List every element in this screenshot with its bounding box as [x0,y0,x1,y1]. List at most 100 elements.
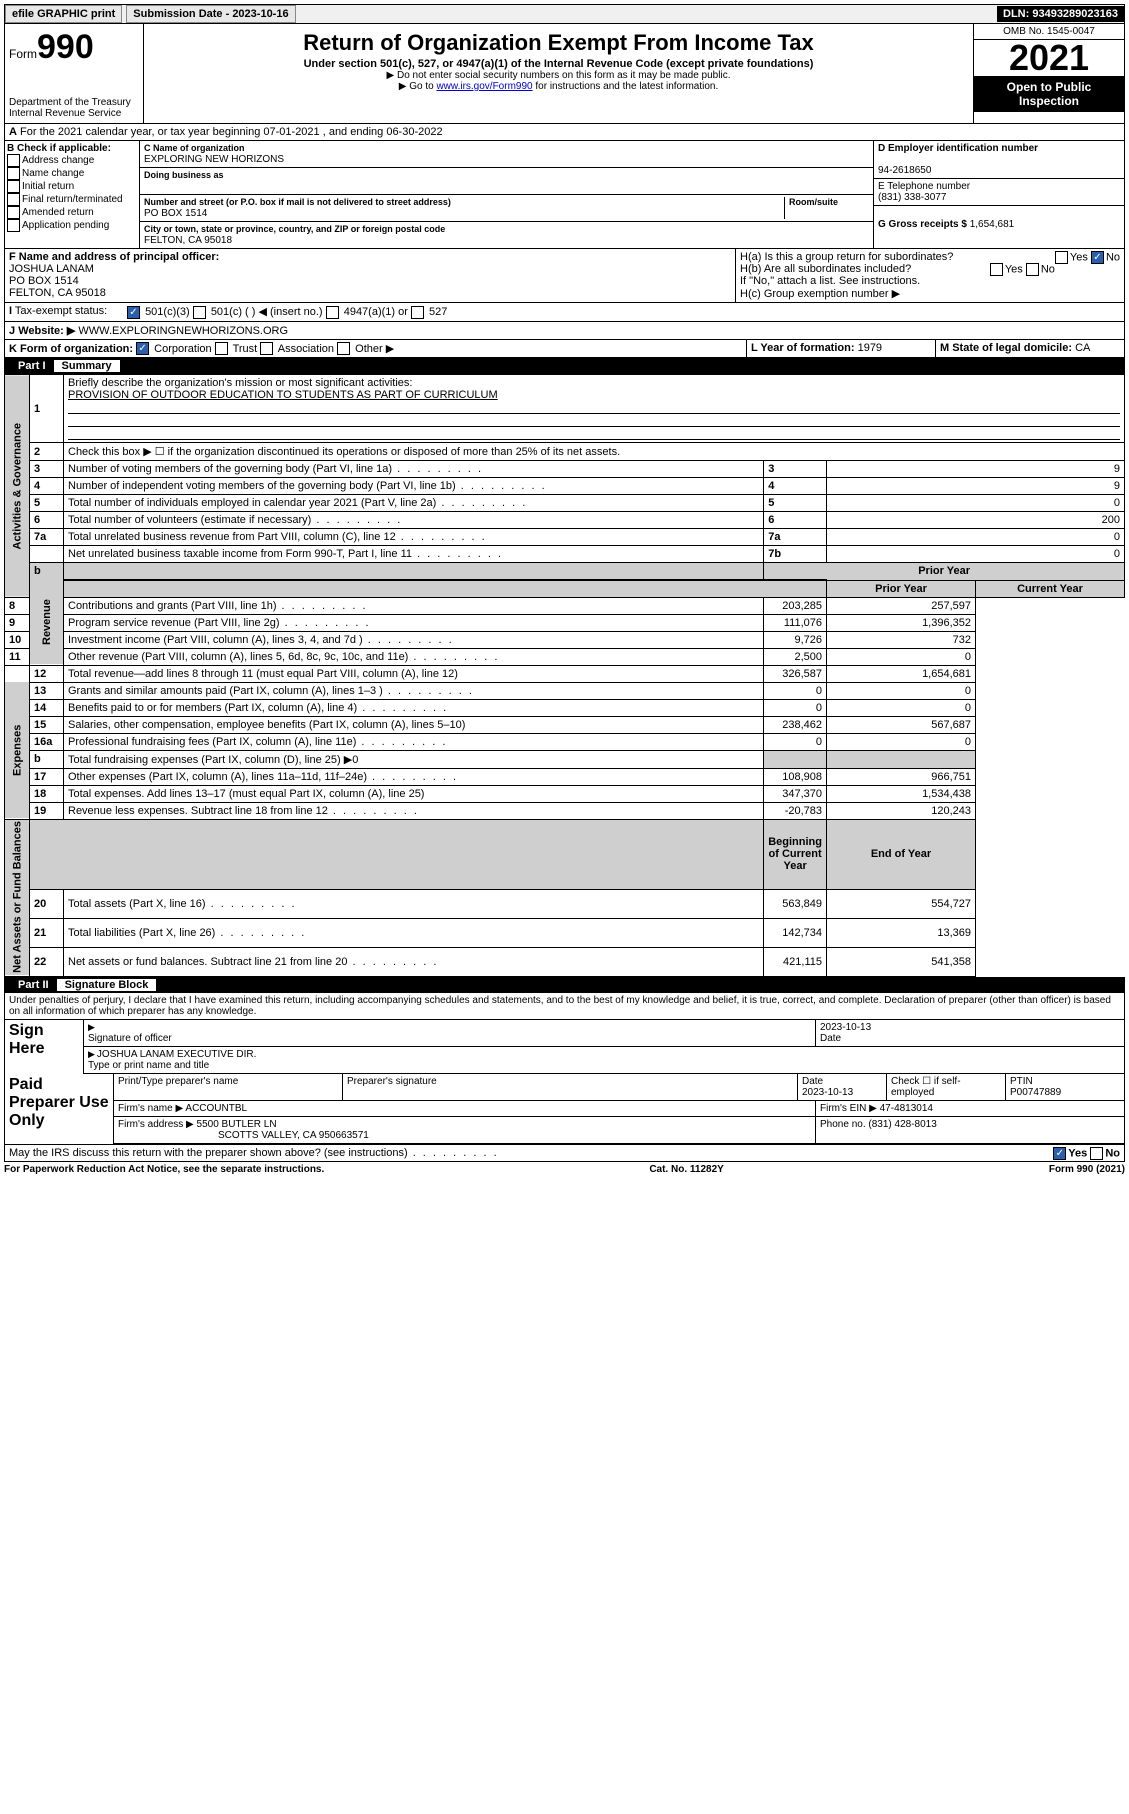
ha-label: H(a) Is this a group return for subordin… [740,251,953,263]
sig-date: 2023-10-13 [820,1022,871,1033]
form-header: Form990 Department of the Treasury Inter… [4,24,1125,124]
line-j: J Website: ▶ WWW.EXPLORINGNEWHORIZONS.OR… [4,322,1125,340]
name-label: C Name of organization [144,143,245,153]
ptin: P00747889 [1010,1087,1061,1098]
sig-date-label: Date [820,1033,841,1044]
paid-preparer-label: Paid Preparer Use Only [5,1074,114,1144]
line-klm: K Form of organization: ✓ Corporation Tr… [4,340,1125,359]
firm-addr: 5500 BUTLER LN [197,1119,277,1130]
officer-name: JOSHUA LANAM [9,263,94,275]
page-footer: For Paperwork Reduction Act Notice, see … [4,1162,1125,1177]
name-title-label: Type or print name and title [88,1060,209,1071]
firm-phone: (831) 428-8013 [868,1119,936,1130]
firm-ein: 47-4813014 [880,1103,933,1114]
ck-corp[interactable]: ✓ [136,342,149,355]
ck-501c3[interactable]: ✓ [127,306,140,319]
self-employed: Check ☐ if self-employed [887,1074,1006,1101]
checkbox-name-change[interactable] [7,167,20,180]
checkbox-address-change[interactable] [7,154,20,167]
phone-value: (831) 338-3077 [878,192,946,203]
checkbox-app-pending[interactable] [7,219,20,232]
officer-name-title: JOSHUA LANAM EXECUTIVE DIR. [97,1049,256,1060]
side-expenses: Expenses [5,682,30,819]
prep-name-label: Print/Type preparer's name [114,1074,343,1101]
irs-link[interactable]: www.irs.gov/Form990 [436,81,532,92]
line-i: I Tax-exempt status: ✓ 501(c)(3) 501(c) … [4,303,1125,322]
gross-value: 1,654,681 [970,219,1015,230]
officer-addr1: PO BOX 1514 [9,275,79,287]
irs-label: Internal Revenue Service [9,108,139,119]
checkbox-initial-return[interactable] [7,180,20,193]
line2: Check this box ▶ ☐ if the organization d… [64,443,1125,461]
gross-label: G Gross receipts $ [878,219,967,230]
discuss-no[interactable] [1090,1147,1103,1160]
ck-trust[interactable] [215,342,228,355]
ck-527[interactable] [411,306,424,319]
dba-label: Doing business as [144,170,224,180]
line-a: A For the 2021 calendar year, or tax yea… [4,124,1125,141]
sig-officer-label: Signature of officer [88,1033,172,1044]
hb-yes[interactable] [990,263,1003,276]
officer-addr2: FELTON, CA 95018 [9,287,106,299]
top-bar: efile GRAPHIC print Submission Date - 20… [4,4,1125,24]
ck-501c[interactable] [193,306,206,319]
form-year: Form 990 (2021) [1049,1164,1125,1175]
goto-link-line: ▶ Go to www.irs.gov/Form990 for instruct… [148,81,969,92]
may-discuss: May the IRS discuss this return with the… [4,1145,1125,1162]
discuss-yes[interactable]: ✓ [1053,1147,1066,1160]
room-label: Room/suite [789,197,838,207]
hb-label: H(b) Are all subordinates included? [740,263,911,275]
col-d: D Employer identification number94-26186… [873,141,1124,248]
tax-year: 2021 [974,40,1124,76]
website: WWW.EXPLORINGNEWHORIZONS.ORG [78,325,288,337]
hb-note: If "No," attach a list. See instructions… [740,275,920,287]
ck-other[interactable] [337,342,350,355]
ein-value: 94-2618650 [878,165,931,176]
hb-no[interactable] [1026,263,1039,276]
ck-assoc[interactable] [260,342,273,355]
submission-date: Submission Date - 2023-10-16 [126,5,295,23]
checkbox-final-return[interactable] [7,193,20,206]
side-netassets: Net Assets or Fund Balances [5,819,30,976]
part-ii-header: Part IISignature Block [4,977,1125,993]
firm-city: SCOTTS VALLEY, CA 950663571 [218,1130,369,1141]
section-bcd: B Check if applicable: Address change Na… [4,141,1125,249]
signature-block: Sign Here Signature of officer2023-10-13… [4,1020,1125,1145]
part-i-header: Part ISummary [4,358,1125,374]
org-name: EXPLORING NEW HORIZONS [144,154,284,165]
form-title: Return of Organization Exempt From Incom… [148,30,969,56]
phone-label: E Telephone number [878,181,970,192]
side-revenue: Revenue [30,580,64,665]
org-address: PO BOX 1514 [144,208,207,219]
city-label: City or town, state or province, country… [144,224,445,234]
summary-table: Activities & Governance 1Briefly describ… [4,374,1125,976]
section-fh: F Name and address of principal officer:… [4,249,1125,303]
org-city: FELTON, CA 95018 [144,235,232,246]
mission-label: Briefly describe the organization's miss… [68,377,412,389]
officer-label: F Name and address of principal officer: [9,251,219,263]
dept-treasury: Department of the Treasury [9,97,139,108]
prep-date: 2023-10-13 [802,1087,853,1098]
dln: DLN: 93493289023163 [997,6,1124,22]
ha-yes[interactable] [1055,251,1068,264]
ssn-notice: ▶ Do not enter social security numbers o… [148,70,969,81]
col-b: B Check if applicable: Address change Na… [5,141,140,248]
side-governance: Activities & Governance [5,375,30,598]
checkbox-amended[interactable] [7,206,20,219]
year-formation: 1979 [858,342,882,354]
ha-no[interactable]: ✓ [1091,251,1104,264]
perjury-declaration: Under penalties of perjury, I declare th… [4,993,1125,1020]
form-number: Form990 [9,28,139,67]
open-public: Open to Public Inspection [974,76,1124,112]
mission-text: PROVISION OF OUTDOOR EDUCATION TO STUDEN… [68,389,498,401]
b-header: B Check if applicable: [7,143,111,154]
col-c: C Name of organizationEXPLORING NEW HORI… [140,141,873,248]
efile-print-button[interactable]: efile GRAPHIC print [5,5,122,23]
form-subtitle: Under section 501(c), 527, or 4947(a)(1)… [148,58,969,70]
ck-4947[interactable] [326,306,339,319]
prep-sig-label: Preparer's signature [343,1074,798,1101]
state-domicile: CA [1075,342,1090,354]
cat-no: Cat. No. 11282Y [649,1164,723,1175]
paperwork-notice: For Paperwork Reduction Act Notice, see … [4,1164,324,1175]
addr-label: Number and street (or P.O. box if mail i… [144,197,451,207]
